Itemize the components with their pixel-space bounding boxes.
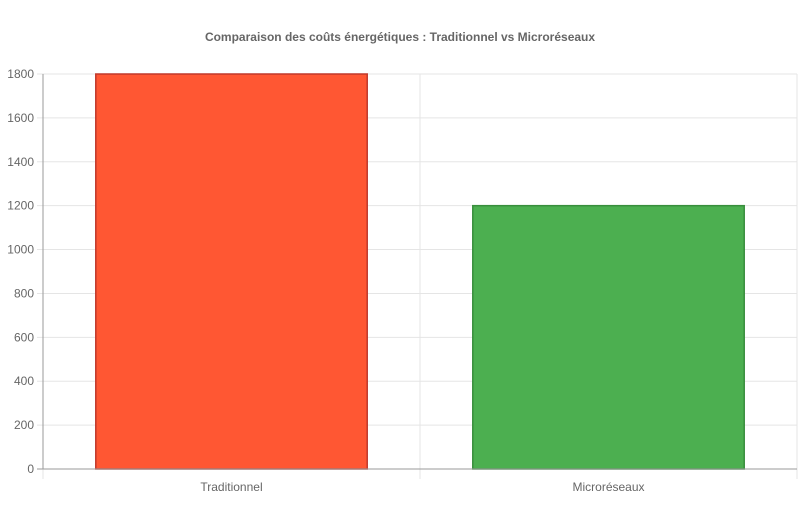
axes <box>37 74 797 470</box>
y-tick-label: 400 <box>14 374 34 388</box>
y-tick-label: 0 <box>27 462 34 476</box>
y-axis-ticks: 0 200 400 600 800 1000 1200 1400 1600 1800 <box>7 67 34 476</box>
y-tick-label: 1000 <box>7 243 34 257</box>
x-tick-label: Traditionnel <box>200 480 262 494</box>
chart-title: Comparaison des coûts énergétiques : Tra… <box>205 30 595 44</box>
x-tick-label: Microréseaux <box>572 480 644 494</box>
bars <box>95 73 745 470</box>
y-tick-label: 1600 <box>7 111 34 125</box>
x-axis-ticks: Traditionnel Microréseaux <box>200 480 644 494</box>
y-tick-label: 800 <box>14 286 34 300</box>
y-tick-label: 1800 <box>7 67 34 81</box>
y-tick-label: 1400 <box>7 155 34 169</box>
y-tick-label: 1200 <box>7 199 34 213</box>
y-tick-label: 600 <box>14 330 34 344</box>
bar-microréseaux <box>472 204 745 470</box>
y-tick-label: 200 <box>14 418 34 432</box>
bar-traditionnel <box>95 73 368 470</box>
